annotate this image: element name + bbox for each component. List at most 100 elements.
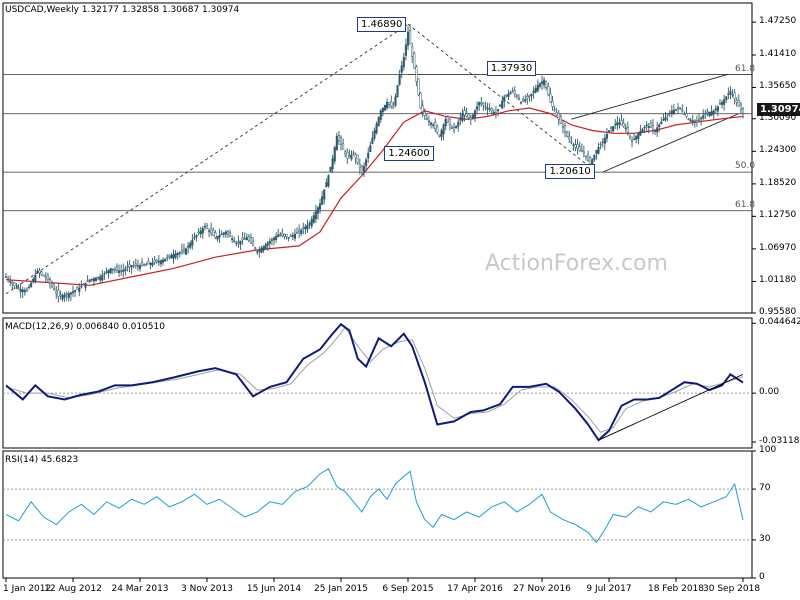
candle-body	[105, 271, 108, 273]
candle-body	[480, 102, 483, 105]
candle-body	[568, 136, 571, 140]
price-y-tick-label: 1.35650	[759, 81, 797, 92]
price-y-tick-label: 0.95580	[759, 307, 797, 317]
dashed-trend-line	[407, 23, 597, 173]
candle-body	[291, 234, 294, 237]
candle-body	[419, 92, 422, 109]
last-price-tag: 1.30974	[757, 103, 800, 116]
candle-body	[94, 277, 98, 282]
candle-body	[440, 130, 443, 138]
candle-body	[633, 138, 636, 140]
candle-body	[674, 109, 678, 111]
candle-body	[578, 146, 581, 151]
candle-body	[624, 127, 627, 129]
candle-body	[520, 102, 523, 104]
candle-body	[55, 291, 58, 294]
candle-body	[19, 288, 22, 292]
candle-body	[134, 263, 137, 266]
price-y-tick-label: 1.06970	[759, 242, 797, 253]
candle-body	[13, 282, 16, 287]
candle-body	[264, 244, 267, 250]
candle-body	[339, 137, 343, 145]
candle-body	[210, 228, 213, 234]
candle-body	[536, 85, 539, 92]
candle-body	[524, 99, 527, 102]
candle-body	[61, 295, 64, 300]
candle-body	[80, 286, 83, 288]
candle-body	[614, 123, 617, 126]
candle-body	[86, 280, 89, 282]
candle-body	[124, 268, 127, 271]
candle-body	[658, 124, 661, 128]
candle-body	[63, 294, 66, 298]
candle-body	[723, 99, 726, 105]
candle-body	[350, 154, 353, 160]
candle-body	[235, 242, 238, 245]
candle-body	[574, 144, 577, 148]
candle-body	[283, 233, 286, 237]
candle-body	[427, 120, 430, 123]
candle-body	[7, 278, 10, 280]
candle-body	[697, 119, 701, 121]
candle-body	[553, 109, 556, 112]
candle-body	[406, 31, 410, 46]
candle-body	[48, 279, 52, 284]
candle-body	[677, 106, 680, 109]
price-y-tick-label: 1.24300	[759, 145, 797, 156]
candle-body	[138, 265, 142, 269]
candle-body	[166, 256, 169, 259]
candle-body	[180, 249, 183, 253]
candle-body	[346, 151, 349, 159]
candle-body	[639, 130, 642, 136]
candle-body	[203, 225, 206, 228]
candle-body	[572, 144, 575, 146]
price-y-tick-label: 1.41410	[759, 49, 797, 59]
candle-body	[538, 83, 541, 87]
candle-body	[413, 52, 416, 69]
candle-body	[635, 135, 638, 140]
candle-body	[490, 108, 493, 112]
candle-body	[161, 259, 165, 263]
candle-body	[660, 121, 663, 125]
candle-body	[461, 113, 464, 121]
candle-body	[651, 125, 655, 130]
candle-body	[143, 264, 146, 266]
candle-body	[386, 102, 389, 109]
candle-body	[478, 102, 481, 106]
candle-body	[306, 224, 309, 230]
candle-body	[432, 124, 435, 126]
candle-body	[492, 111, 495, 114]
candle-body	[727, 93, 730, 96]
candle-body	[279, 234, 282, 236]
candle-body	[390, 101, 393, 107]
price-pane-frame	[2, 2, 753, 314]
candle-body	[300, 229, 303, 234]
rsi-y-tick-label: 100	[759, 445, 777, 455]
candle-body	[333, 147, 336, 162]
candle-body	[115, 266, 119, 271]
candle-body	[367, 152, 370, 159]
candle-body	[543, 79, 546, 86]
candle-body	[42, 274, 45, 277]
candle-body	[128, 264, 131, 267]
candle-body	[576, 144, 579, 150]
candle-body	[710, 111, 713, 116]
candle-body	[277, 234, 280, 237]
candle-body	[371, 137, 374, 144]
candle-body	[463, 110, 466, 116]
candle-body	[34, 274, 37, 283]
candle-body	[622, 122, 625, 127]
candle-body	[603, 137, 606, 144]
candle-body	[130, 265, 133, 268]
candle-body	[53, 287, 56, 291]
candle-body	[256, 251, 259, 253]
candle-body	[46, 274, 49, 280]
candle-body	[637, 133, 640, 140]
candle-body	[375, 123, 378, 134]
candle-body	[457, 121, 460, 127]
candle-body	[157, 260, 160, 263]
channel-line-upper	[571, 73, 729, 120]
rsi-pane-frame	[2, 450, 753, 579]
macd-title: MACD(12,26,9) 0.006840 0.010510	[5, 322, 165, 332]
